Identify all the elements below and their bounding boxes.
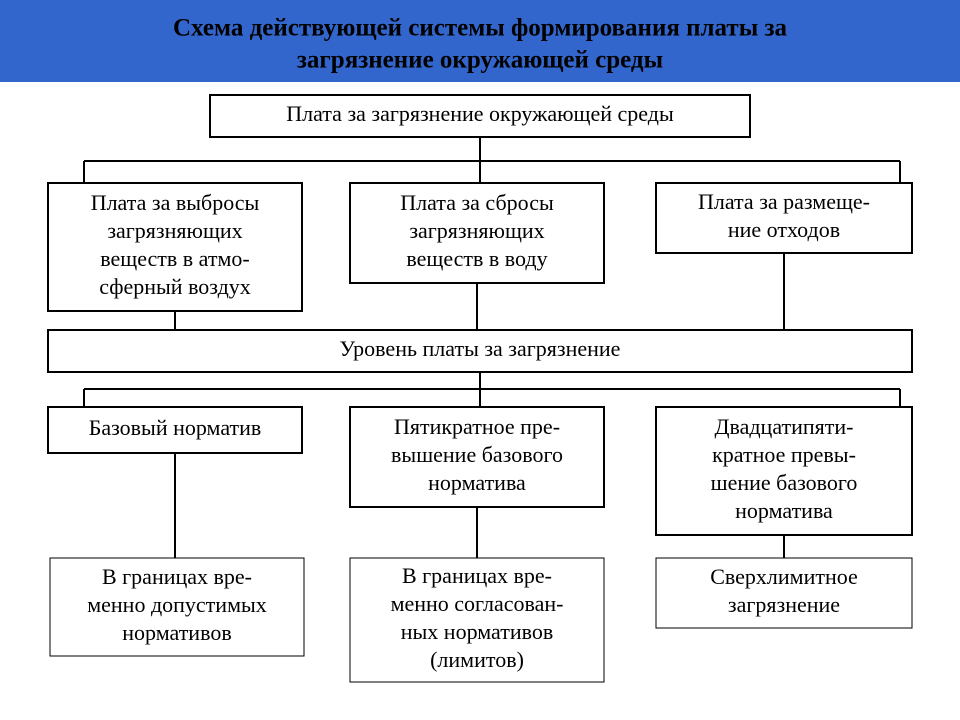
node-lim1-label: В границах вре-: [102, 564, 252, 589]
node-lvl3-label: шение базового: [711, 470, 858, 495]
node-lim3: Сверхлимитное загрязнение: [656, 558, 912, 628]
node-lvl3-label: кратное превы-: [712, 442, 856, 467]
connector: [84, 137, 900, 183]
connector: [84, 372, 900, 407]
node-level-label: Уровень платы за загрязнение: [340, 336, 621, 361]
node-lim1-label: нормативов: [122, 620, 231, 645]
node-level: Уровень платы за загрязнение: [48, 330, 912, 372]
node-lim2-label: В границах вре-: [402, 563, 552, 588]
node-cat2: Плата за сбросы загрязняющих веществ в вод…: [350, 183, 604, 283]
node-lim1-label: менно допустимых: [87, 592, 267, 617]
node-cat3-label: ние отходов: [728, 217, 840, 242]
node-cat3: Плата за размеще-ние отходов: [656, 183, 912, 253]
node-cat1-label: загрязняющих: [107, 218, 242, 243]
node-lvl2-label: вышение базового: [391, 442, 563, 467]
node-cat2-label: Плата за сбросы: [400, 190, 554, 215]
node-lvl3: Двадцатипяти-кратное превы-шение базовог…: [656, 407, 912, 535]
node-lvl3-label: норматива: [735, 498, 833, 523]
node-cat1-label: Плата за выбросы: [91, 190, 260, 215]
node-root: Плата за загрязнение окружающей среды: [210, 95, 750, 137]
node-lim3-label: загрязнение: [728, 592, 840, 617]
node-lim3-label: Сверхлимитное: [710, 564, 858, 589]
node-cat1: Плата за выбросы загрязняющих веществ в ат…: [48, 183, 302, 311]
node-root-label: Плата за загрязнение окружающей среды: [286, 101, 674, 126]
node-lim1: В границах вре-менно допустимых нормативо…: [50, 558, 304, 656]
diagram-canvas: Схема действующей системы формирования п…: [0, 0, 960, 720]
node-cat2-label: веществ в воду: [406, 246, 547, 271]
node-lvl1: Базовый норматив: [48, 407, 302, 453]
node-lvl1-label: Базовый норматив: [89, 415, 262, 440]
node-lvl3-label: Двадцатипяти-: [714, 414, 853, 439]
node-lim2-label: менно согласован-: [391, 591, 564, 616]
node-lvl2-label: Пятикратное пре-: [394, 414, 560, 439]
node-cat3-label: Плата за размеще-: [698, 189, 870, 214]
node-lvl2-label: норматива: [428, 470, 526, 495]
node-lim2-label: (лимитов): [430, 647, 524, 672]
node-cat2-label: загрязняющих: [409, 218, 544, 243]
node-cat1-label: сферный воздух: [99, 274, 251, 299]
node-lim2: В границах вре-менно согласован-ных норм…: [350, 558, 604, 682]
slide-title-line: Схема действующей системы формирования п…: [173, 15, 788, 42]
node-lim2-label: ных нормативов: [401, 619, 553, 644]
slide-title-line: загрязнение окружающей среды: [297, 47, 663, 74]
node-cat1-label: веществ в атмо-: [100, 246, 250, 271]
node-lvl2: Пятикратное пре-вышение базового норматив…: [350, 407, 604, 507]
